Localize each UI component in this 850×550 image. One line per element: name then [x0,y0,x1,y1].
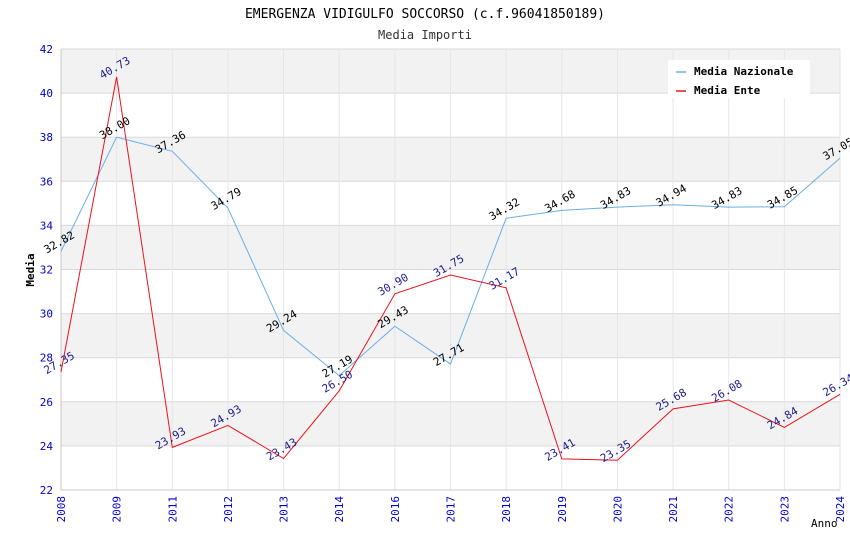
y-tick-label: 38 [40,131,53,144]
x-tick-label: 2023 [778,496,791,523]
x-tick-label: 2009 [111,496,124,523]
series-group [60,76,841,461]
x-tick-label: 2016 [389,496,402,523]
x-tick-label: 2021 [667,496,680,523]
y-tick-label: 24 [40,440,54,453]
chart-subtitle: Media Importi [378,28,472,42]
y-tick-label: 34 [40,219,54,232]
x-tick-labels: 2008 2009 2011 2012 2013 2014 2016 2017 2018 2019… [55,496,847,523]
x-tick-label: 2013 [278,496,291,523]
legend: Media Nazionale Media Ente [668,60,810,98]
y-tick-label: 32 [40,264,53,277]
x-tick-label: 2017 [445,496,458,523]
legend-label-ente: Media Ente [694,84,761,97]
x-tick-label: 2018 [500,496,513,523]
chart-title: EMERGENZA VIDIGULFO SOCCORSO (c.f.960418… [245,7,605,22]
y-tick-labels: 22 24 26 28 30 32 34 36 38 40 42 [40,43,54,497]
x-tick-label: 2012 [222,496,235,523]
legend-label-nazionale: Media Nazionale [694,65,794,78]
x-tick-label: 2011 [166,496,179,523]
legend-box [668,60,810,98]
series-line-media-ente [60,76,841,461]
y-tick-label: 40 [40,87,53,100]
x-tick-label: 2024 [834,496,847,523]
x-tick-label: 2014 [333,496,346,523]
x-tick-label: 2008 [55,496,68,523]
x-axis-title: Anno [811,517,838,530]
y-tick-label: 30 [40,308,53,321]
x-tick-label: 2022 [723,496,736,523]
x-tick-label: 2020 [611,496,624,523]
y-tick-label: 42 [40,43,53,56]
y-tick-label: 26 [40,396,53,409]
x-tick-label: 2019 [556,496,569,523]
y-tick-label: 36 [40,175,53,188]
y-tick-label: 28 [40,352,53,365]
y-axis-title: Media [24,253,37,286]
y-tick-label: 22 [40,484,53,497]
series-line-media-nazionale [60,136,841,377]
